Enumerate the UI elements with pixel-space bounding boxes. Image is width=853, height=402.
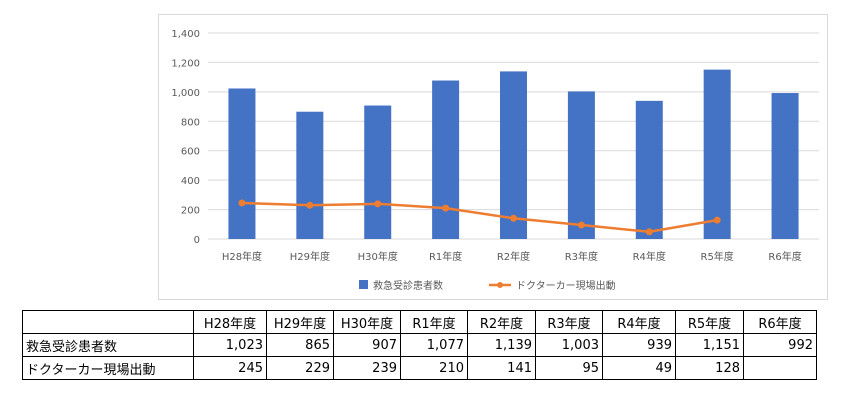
table-cell: 907 xyxy=(333,333,401,357)
x-tick-label: R4年度 xyxy=(633,250,666,263)
table-cell xyxy=(743,356,817,380)
table-header-cell: R6年度 xyxy=(743,310,817,334)
table-cell: 865 xyxy=(266,333,334,357)
table-cell: 245 xyxy=(193,356,267,380)
x-tick-label: R2年度 xyxy=(497,250,530,263)
table-cell: 229 xyxy=(266,356,334,380)
legend-bar-swatch xyxy=(359,280,368,289)
y-tick-label: 1,400 xyxy=(171,29,200,40)
table-row-label: ドクターカー現場出動 xyxy=(22,356,194,380)
table-row-label: 救急受診患者数 xyxy=(22,333,194,357)
table-cell: 128 xyxy=(675,356,744,380)
bar xyxy=(635,100,663,239)
table-header-cell: R4年度 xyxy=(602,310,676,334)
combo-chart: 0 200 400 600 800 1,000 1,200 1,400 H28年度 H29年度 H3… xyxy=(171,29,819,292)
table-header-cell: H30年度 xyxy=(333,310,401,334)
table-header-cell: H28年度 xyxy=(193,310,267,334)
table-corner-cell xyxy=(22,310,194,334)
line-point xyxy=(645,228,653,236)
table-header-row: H28年度 H29年度 H30年度 R1年度 R2年度 R3年度 R4年度 R5… xyxy=(22,310,817,334)
line-point xyxy=(577,221,585,229)
bar xyxy=(703,69,731,239)
table-cell: 210 xyxy=(400,356,468,380)
y-tick-label: 1,000 xyxy=(171,88,200,99)
table-cell: 1,151 xyxy=(675,333,744,357)
table-cell: 239 xyxy=(333,356,401,380)
bar xyxy=(296,111,324,239)
line-series xyxy=(241,201,718,234)
table-row: 救急受診患者数 1,023 865 907 1,077 1,139 1,003 … xyxy=(22,333,817,357)
x-tick-label: H28年度 xyxy=(222,250,262,263)
table-cell: 95 xyxy=(535,356,603,380)
data-table: H28年度 H29年度 H30年度 R1年度 R2年度 R3年度 R4年度 R5… xyxy=(22,310,817,380)
y-tick-label: 400 xyxy=(181,176,200,187)
legend-label: 救急受診患者数 xyxy=(373,279,443,292)
bar xyxy=(771,93,799,239)
table-cell: 141 xyxy=(467,356,536,380)
table-row: ドクターカー現場出動 245 229 239 210 141 95 49 128 xyxy=(22,356,817,380)
table-header-cell: R3年度 xyxy=(535,310,603,334)
legend-line-marker xyxy=(497,282,503,288)
bar xyxy=(228,88,256,239)
table-header-cell: R1年度 xyxy=(400,310,468,334)
line-point xyxy=(510,214,517,222)
y-tick-label: 0 xyxy=(194,235,200,246)
bar xyxy=(432,80,460,239)
line-point xyxy=(713,216,721,224)
line-point xyxy=(238,199,246,207)
table-cell: 1,003 xyxy=(535,333,603,357)
legend-label: ドクターカー現場出動 xyxy=(516,279,616,292)
table-cell: 1,077 xyxy=(400,333,468,357)
table-header-cell: R2年度 xyxy=(467,310,536,334)
table-header-cell: H29年度 xyxy=(266,310,334,334)
y-tick-label: 200 xyxy=(181,206,200,217)
x-tick-label: R1年度 xyxy=(429,250,462,263)
x-tick-label: H29年度 xyxy=(290,250,330,263)
chart-area: 0 200 400 600 800 1,000 1,200 1,400 H28年度 H29年度 H3… xyxy=(158,14,828,300)
y-tick-label: 1,200 xyxy=(171,58,200,69)
x-tick-label: R5年度 xyxy=(701,250,734,263)
table-cell: 939 xyxy=(602,333,676,357)
y-tick-label: 600 xyxy=(181,147,200,158)
x-tick-label: H30年度 xyxy=(358,250,398,263)
line-point xyxy=(306,201,314,209)
line-point xyxy=(442,204,450,212)
table-cell: 992 xyxy=(743,333,817,357)
table-header-cell: R5年度 xyxy=(675,310,744,334)
x-tick-label: R3年度 xyxy=(565,250,598,263)
bar xyxy=(567,91,595,239)
table-cell: 1,023 xyxy=(193,333,267,357)
y-tick-label: 800 xyxy=(181,117,200,128)
bar xyxy=(364,105,392,239)
x-tick-label: R6年度 xyxy=(768,250,801,263)
table-cell: 1,139 xyxy=(467,333,536,357)
line-point xyxy=(374,200,382,208)
bar xyxy=(500,71,527,239)
table-cell: 49 xyxy=(602,356,676,380)
